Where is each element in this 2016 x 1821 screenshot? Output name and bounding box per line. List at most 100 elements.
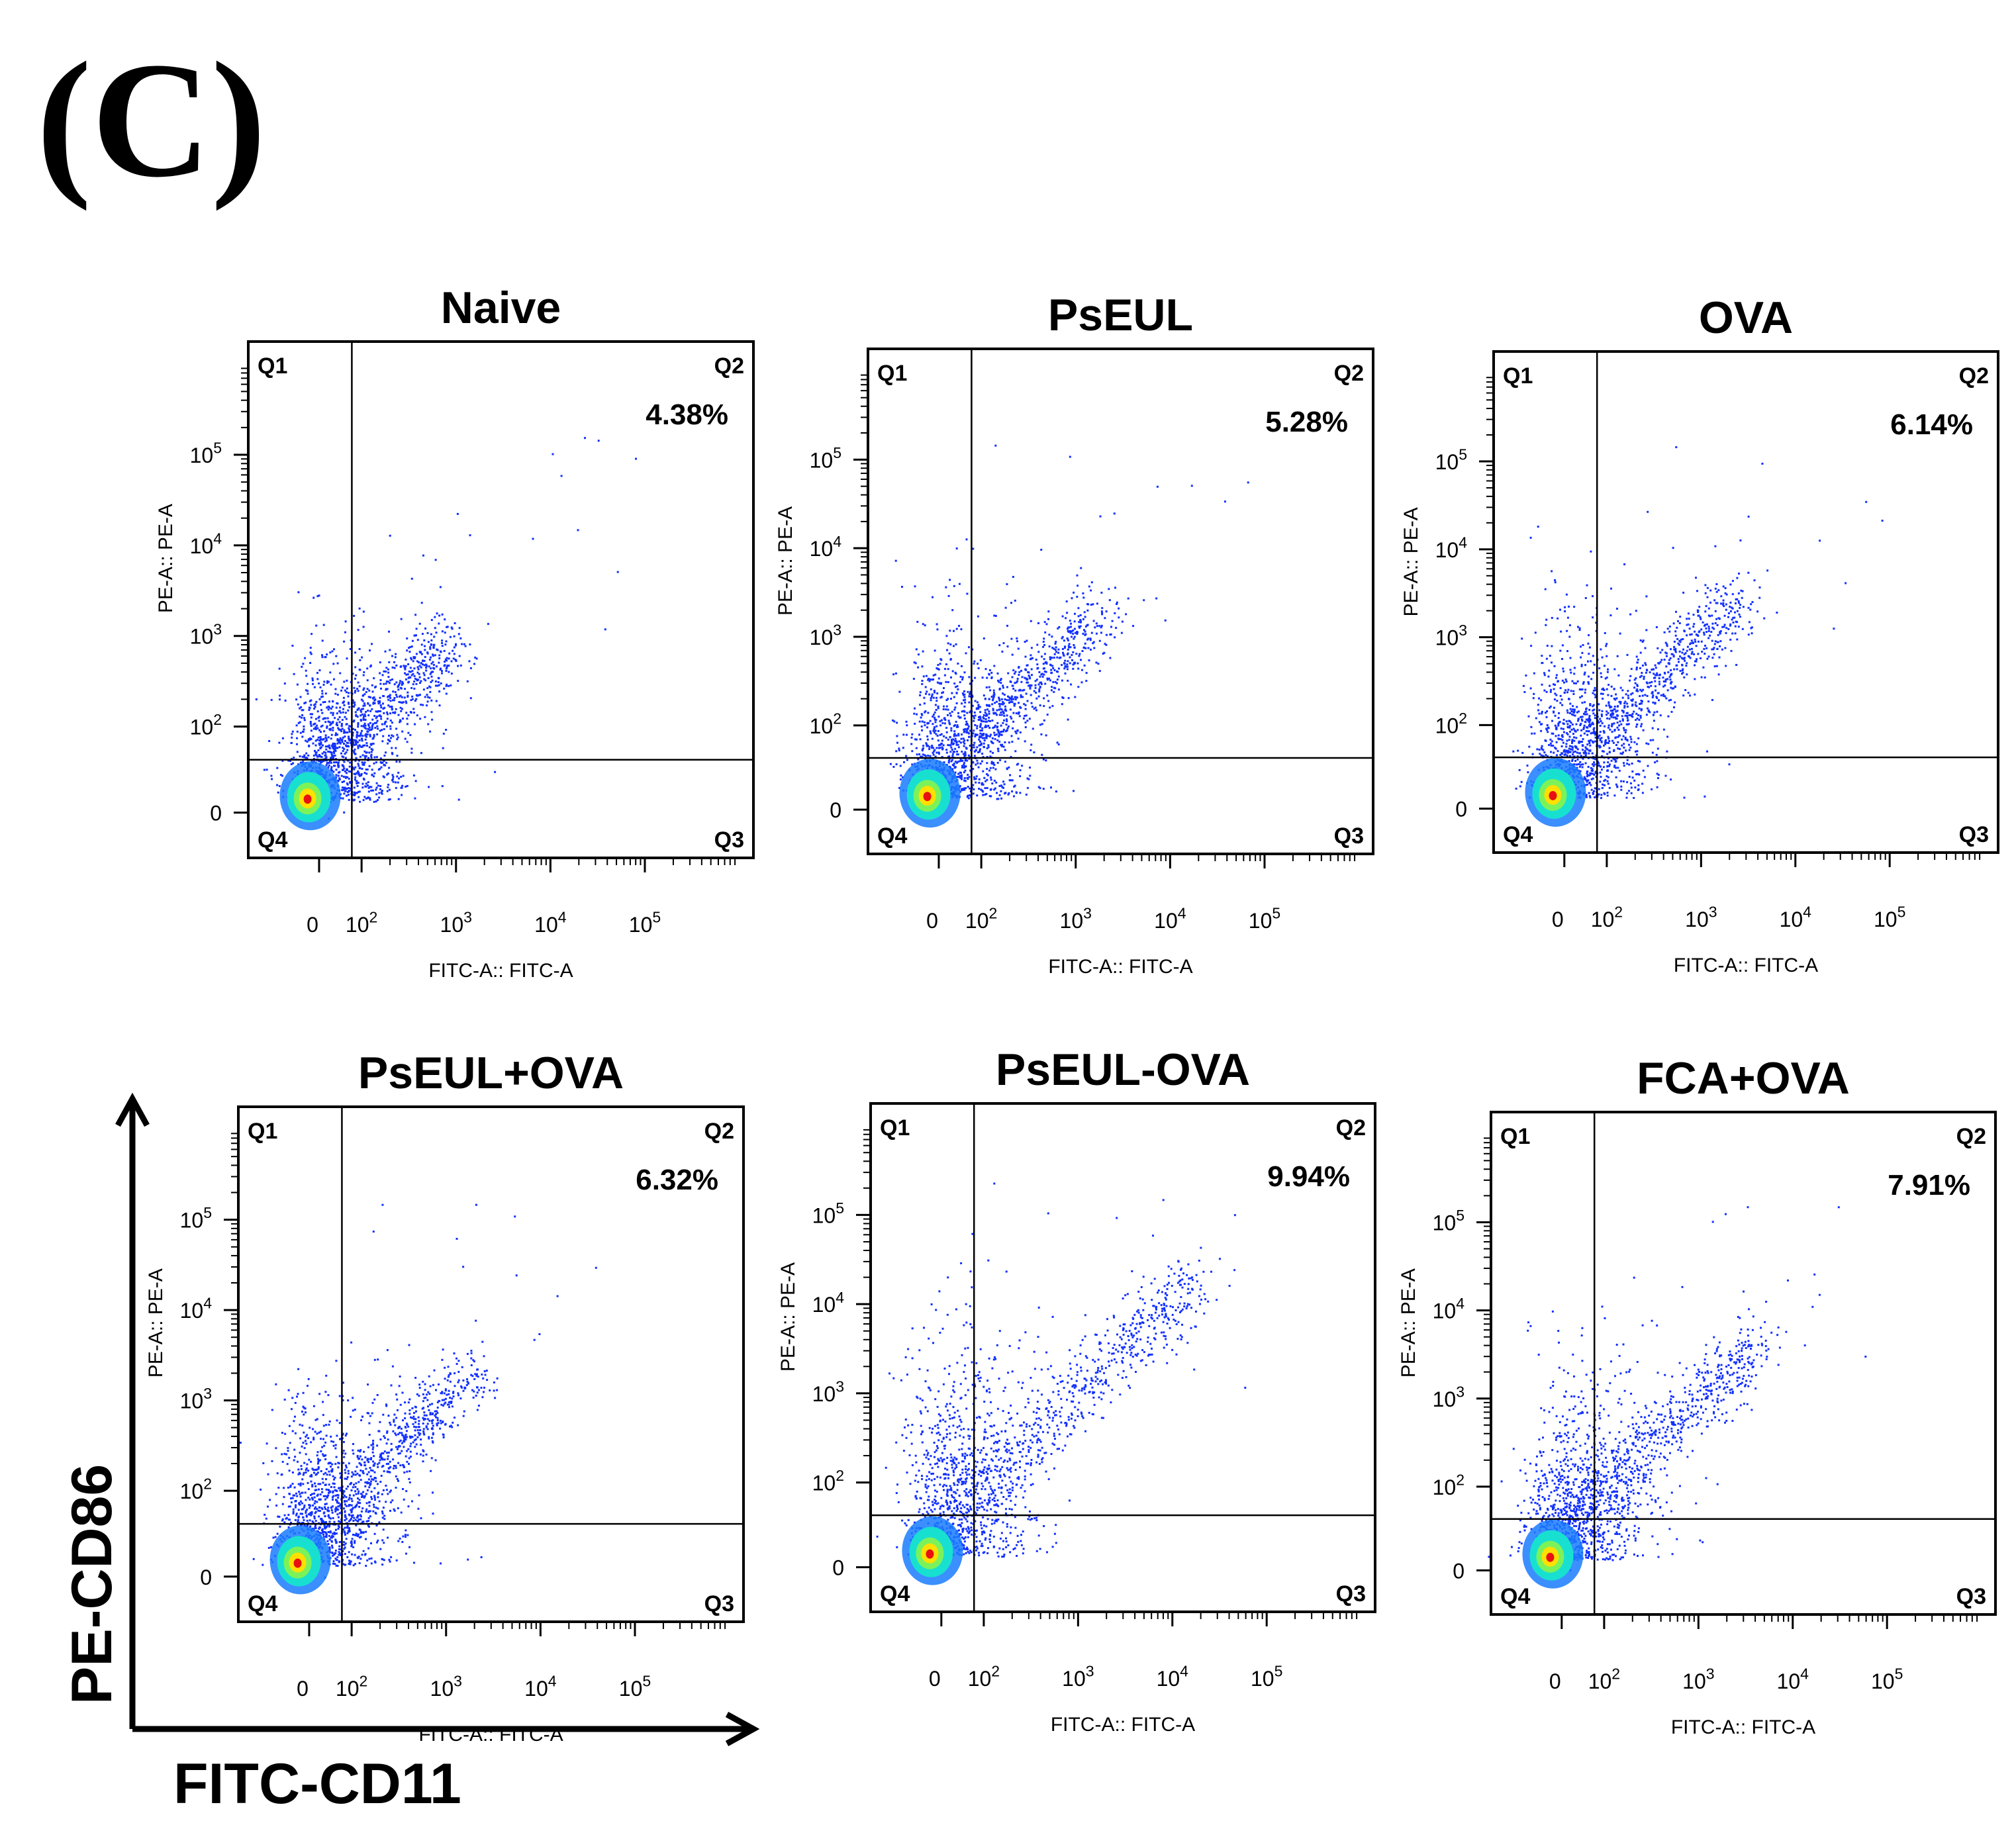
event-dot [1585,747,1588,750]
event-dot [932,723,934,725]
event-dot [1705,605,1707,608]
event-dot [1018,715,1021,718]
event-dot [424,716,426,718]
event-dot [1590,550,1592,553]
event-dot [1002,701,1004,703]
event-dot [336,702,338,704]
event-dot [299,761,302,764]
event-dot [426,665,428,667]
event-dot [998,644,1001,647]
event-dot [1645,663,1647,666]
event-dot [290,763,293,765]
event-dot [1607,694,1609,696]
event-dot [1588,730,1590,733]
event-dot [1045,623,1048,626]
event-dot [432,646,435,649]
event-dot [406,723,408,725]
event-dot [953,645,955,647]
event-dot [362,799,365,802]
event-dot [1565,745,1568,748]
event-dot [320,746,322,749]
event-dot [1585,795,1588,798]
event-dot [999,759,1002,761]
event-dot [385,761,388,764]
event-dot [1679,641,1682,643]
event-dot [947,594,950,597]
event-dot [985,720,988,723]
event-dot [1541,683,1543,686]
event-dot [1026,777,1029,780]
event-dot [1590,772,1592,774]
event-dot [949,658,952,661]
event-dot [1651,696,1654,698]
event-dot [1736,638,1739,641]
event-dot [1611,725,1613,727]
event-dot [1617,674,1620,677]
event-dot [434,616,436,618]
event-dot [961,665,963,667]
event-dot [1622,780,1625,782]
quadrant-label-q3: Q3 [1959,822,1989,847]
event-dot [1010,717,1013,720]
event-dot [296,737,298,739]
event-dot [430,699,433,702]
event-dot [1615,697,1618,700]
event-dot [283,682,286,685]
event-dot [1601,710,1604,712]
event-dot [325,764,328,767]
event-dot [387,772,389,774]
event-dot [978,738,981,741]
event-dot [1616,608,1618,610]
event-dot [1717,589,1720,592]
event-dot [1609,706,1611,708]
event-dot [1621,710,1623,712]
event-dot [1698,614,1700,617]
event-dot [954,706,957,709]
event-dot [1590,767,1592,769]
event-dot [1633,779,1636,782]
event-dot [1695,577,1697,579]
quadrant-label-q2: Q2 [714,353,744,379]
event-dot [1661,649,1664,651]
event-dot [327,680,330,683]
event-dot [1009,708,1012,711]
event-dot [1061,664,1063,667]
event-dot [1063,662,1065,665]
event-dot [365,751,367,754]
event-dot [1585,710,1588,713]
event-dot [931,747,933,749]
event-dot [1073,620,1076,623]
event-dot [382,702,384,705]
event-dot [963,710,966,713]
event-dot [937,739,939,742]
event-dot [942,691,944,694]
event-dot [391,779,393,782]
event-dot [1028,675,1030,677]
event-dot [1082,618,1084,620]
event-dot [296,743,298,745]
event-dot [340,712,342,714]
event-dot [994,724,996,727]
event-dot [959,784,961,787]
event-dot [924,724,926,727]
event-dot [1105,643,1108,646]
event-dot [321,654,323,657]
event-dot [1598,788,1600,790]
event-dot [1758,596,1761,599]
event-dot [1705,647,1708,649]
event-dot [1114,612,1116,614]
event-dot [1573,739,1576,742]
event-dot [1007,725,1010,727]
event-dot [1014,673,1016,675]
event-dot [988,673,990,675]
event-dot [299,721,301,724]
event-dot [1686,624,1688,626]
event-dot [1736,598,1739,600]
event-dot [337,727,340,729]
event-dot [1703,647,1705,650]
x-tick-label: 103 [1685,904,1717,931]
event-dot [412,708,415,710]
event-dot [1043,673,1045,676]
event-dot [1039,704,1041,707]
event-dot [1079,625,1082,628]
